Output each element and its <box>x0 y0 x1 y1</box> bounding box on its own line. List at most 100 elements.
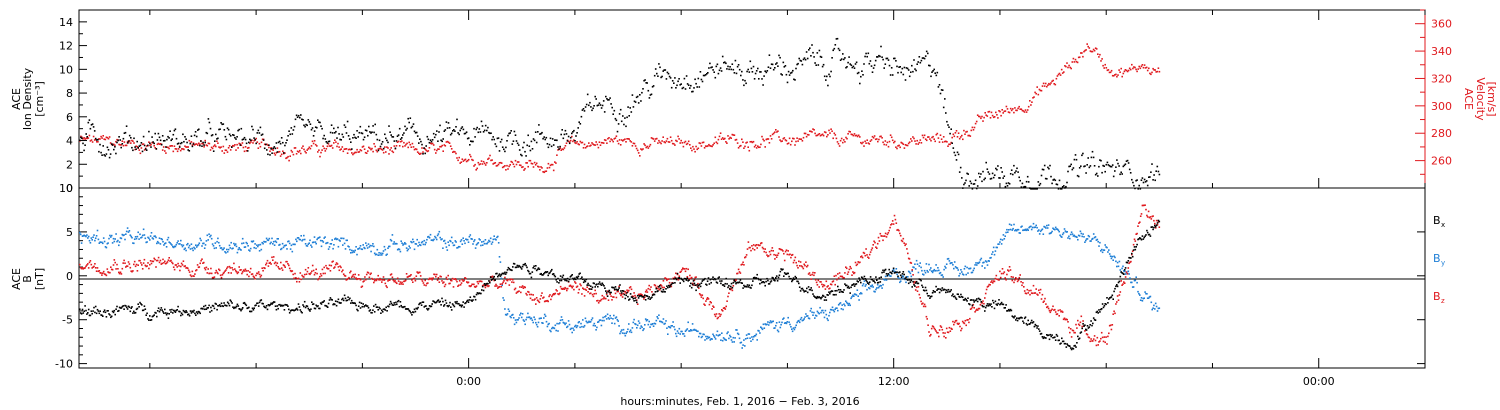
by-point <box>590 319 593 321</box>
bz-point <box>1098 341 1100 343</box>
bz-point <box>223 271 225 274</box>
velocity-point <box>297 151 300 153</box>
bx-point <box>405 308 408 310</box>
velocity-point <box>584 147 587 149</box>
by-point <box>381 254 383 256</box>
density-point <box>766 70 769 72</box>
density-point <box>122 137 125 140</box>
bz-point <box>945 337 947 339</box>
density-point <box>1114 170 1116 172</box>
bx-point <box>317 305 319 307</box>
bz-point <box>815 281 818 284</box>
bz-point <box>888 229 890 232</box>
density-point <box>663 69 665 71</box>
bz-point <box>606 290 609 292</box>
density-point <box>1047 166 1049 169</box>
bz-point <box>533 299 535 301</box>
bx-point <box>299 309 302 311</box>
bz-point <box>149 263 151 266</box>
density-point <box>500 138 503 141</box>
velocity-point <box>677 135 679 138</box>
velocity-point <box>330 144 333 147</box>
bz-point <box>698 293 701 295</box>
by-point <box>1024 228 1027 231</box>
by-point <box>554 324 557 327</box>
bz-point <box>330 264 333 267</box>
velocity-point <box>913 137 915 140</box>
by-point <box>975 262 977 264</box>
by-point <box>1073 234 1075 237</box>
by-point <box>971 271 974 274</box>
bz-point <box>785 249 788 251</box>
density-point <box>175 137 178 140</box>
density-point <box>970 182 973 185</box>
velocity-point <box>650 137 653 139</box>
bz-point <box>755 244 758 246</box>
velocity-point <box>1122 72 1125 75</box>
velocity-point <box>425 149 427 152</box>
velocity-point <box>596 143 599 146</box>
density-point <box>598 102 601 104</box>
bx-point <box>322 301 325 303</box>
bx-point <box>186 311 188 314</box>
by-point <box>767 321 769 323</box>
density-point <box>683 77 686 80</box>
bx-point <box>408 309 410 312</box>
density-point <box>1001 171 1003 173</box>
velocity-point <box>605 139 607 142</box>
velocity-point <box>930 139 932 142</box>
by-point <box>748 333 751 335</box>
density-point <box>1061 186 1064 188</box>
bz-point <box>1012 276 1014 278</box>
by-point <box>663 323 665 325</box>
bx-point <box>194 312 196 315</box>
density-point <box>345 132 348 134</box>
density-point <box>426 135 429 138</box>
density-point <box>525 155 527 157</box>
bz-point <box>514 287 517 290</box>
velocity-point <box>1097 53 1099 55</box>
velocity-point <box>240 144 243 146</box>
density-point <box>730 68 732 71</box>
density-point <box>735 72 738 75</box>
bz-point <box>798 260 800 263</box>
velocity-point <box>545 170 548 172</box>
bz-point <box>522 287 525 289</box>
bz-point <box>251 273 254 275</box>
bz-point <box>306 270 309 273</box>
bz-point <box>201 258 203 260</box>
density-point <box>380 143 383 145</box>
bz-point <box>989 284 991 286</box>
by-point <box>652 325 655 327</box>
density-point <box>200 140 202 142</box>
density-point <box>397 134 400 136</box>
bz-point <box>1015 278 1018 280</box>
bx-point <box>156 310 159 312</box>
by-point <box>362 244 364 246</box>
by-point <box>543 313 546 316</box>
bx-point <box>143 305 146 307</box>
by-point <box>497 242 500 244</box>
bz-point <box>331 261 333 263</box>
velocity-point <box>1029 100 1031 102</box>
density-point <box>607 99 609 101</box>
by-point <box>556 322 558 325</box>
bz-point <box>1020 281 1022 283</box>
by-point <box>969 267 972 270</box>
density-point <box>559 145 561 148</box>
velocity-point <box>447 141 450 144</box>
by-point <box>953 267 955 270</box>
by-point <box>441 238 443 240</box>
bz-point <box>322 272 325 275</box>
velocity-point <box>975 120 978 123</box>
by-point <box>369 244 372 247</box>
bz-point <box>105 274 108 277</box>
bz-point <box>373 279 376 282</box>
bx-point <box>314 307 317 310</box>
bx-point <box>400 304 402 307</box>
velocity-point <box>143 149 146 151</box>
velocity-point <box>138 149 141 151</box>
density-point <box>988 173 991 175</box>
velocity-point <box>1044 82 1047 85</box>
bz-point <box>1109 324 1112 327</box>
